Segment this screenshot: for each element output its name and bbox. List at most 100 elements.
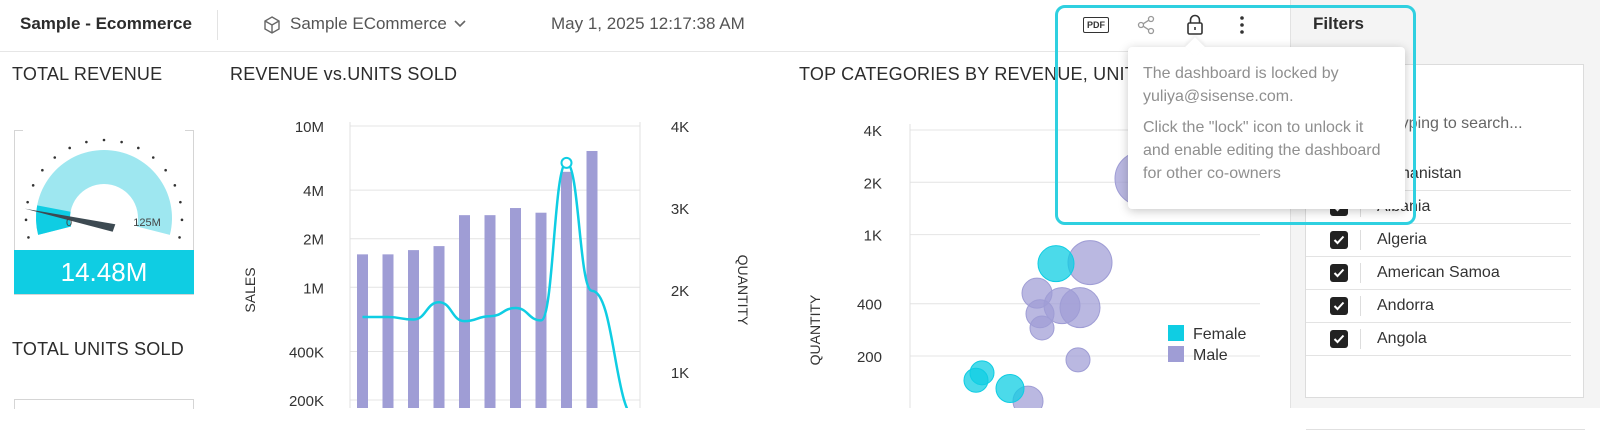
gauge-tick <box>41 168 44 172</box>
total-revenue-value: 14.48M <box>14 250 194 294</box>
legend-label: Female <box>1193 326 1246 343</box>
chevron-down-icon[interactable] <box>453 19 467 29</box>
gauge-tick <box>164 168 167 172</box>
total-revenue-widget <box>14 130 194 295</box>
tooltip-locked-text: The dashboard is locked by yuliya@sisens… <box>1143 65 1339 105</box>
filter-item[interactable]: American Samoa <box>1306 257 1571 290</box>
checkbox-checked-icon[interactable] <box>1330 264 1348 282</box>
cube-icon <box>264 16 280 34</box>
total-units-widget <box>14 399 194 409</box>
filter-item[interactable]: Algeria <box>1306 224 1571 257</box>
gauge-tick <box>102 138 106 142</box>
tooltip-unlock-hint: Click the "lock" icon to unlock it and e… <box>1143 119 1381 182</box>
gauge-tick <box>173 184 177 187</box>
item-divider <box>1360 329 1361 349</box>
y-tick-label: 2K <box>864 175 882 192</box>
filter-item[interactable]: Angola <box>1306 323 1571 356</box>
y2-tick-label: 3K <box>671 201 689 218</box>
y-axis-label: QUANTITY <box>807 294 823 365</box>
lock-button[interactable] <box>1181 12 1209 38</box>
checkbox-checked-icon[interactable] <box>1330 297 1348 315</box>
share-icon <box>1137 15 1155 35</box>
bubble-point <box>1065 347 1091 373</box>
bar <box>586 150 598 408</box>
y-axis-label: SALES <box>242 267 258 312</box>
filter-item-label: Andorra <box>1377 297 1434 314</box>
y-tick-label: 4K <box>864 123 882 140</box>
bar <box>357 254 368 408</box>
bar <box>484 215 496 408</box>
total-revenue-title: TOTAL REVENUE <box>12 64 163 84</box>
gauge-tick <box>68 146 71 150</box>
quantity-line <box>362 161 629 408</box>
pdf-icon: PDF <box>1083 17 1109 33</box>
share-button[interactable] <box>1132 12 1160 38</box>
bar <box>561 171 572 408</box>
gauge-tick <box>26 200 29 204</box>
gauge-tick <box>27 236 30 239</box>
bar <box>433 246 445 408</box>
y-tick-label: 1K <box>864 228 882 245</box>
y-tick-label: 400 <box>857 297 882 314</box>
y2-tick-label: 4K <box>671 119 689 136</box>
filter-item-label: Algeria <box>1377 231 1427 248</box>
item-divider <box>1360 296 1361 316</box>
gauge-needle <box>24 208 116 232</box>
bar <box>535 212 547 408</box>
lock-tooltip: The dashboard is locked by yuliya@sisens… <box>1128 47 1405 209</box>
gauge-min-label: 0 <box>66 217 72 229</box>
dashboard-title: Sample - Ecommerce <box>20 14 192 33</box>
checkbox-checked-icon[interactable] <box>1330 330 1348 348</box>
bubble-point <box>1059 287 1101 329</box>
datasource-selector[interactable]: Sample ECommerce <box>290 14 447 33</box>
lock-icon <box>1187 14 1203 35</box>
bubble-point <box>1067 240 1113 286</box>
last-updated-timestamp: May 1, 2025 12:17:38 AM <box>551 14 745 33</box>
filter-item[interactable]: Andorra <box>1306 290 1571 323</box>
y2-axis-label: QUANTITY <box>735 255 751 326</box>
kebab-menu-icon <box>1240 16 1244 34</box>
y-tick-label: 2M <box>303 232 324 249</box>
gauge-tick <box>85 140 88 144</box>
legend-swatch <box>1168 325 1184 341</box>
checkbox-checked-icon[interactable] <box>1330 231 1348 249</box>
pdf-export-button[interactable]: PDF <box>1082 12 1110 38</box>
filter-item-label: American Samoa <box>1377 264 1500 281</box>
y-tick-label: 400K <box>289 344 324 361</box>
revenue-gauge: 0 125M <box>24 138 184 239</box>
total-units-title: TOTAL UNITS SOLD <box>12 339 184 359</box>
bubble-point <box>995 373 1025 403</box>
y2-tick-label: 1K <box>671 365 689 382</box>
y-tick-label: 200 <box>857 349 882 366</box>
gauge-tick <box>24 218 28 222</box>
gauge-tick <box>180 218 184 222</box>
legend-label: Male <box>1193 347 1228 364</box>
item-divider <box>1360 230 1361 250</box>
quantity-marker <box>560 156 573 169</box>
gauge-max-label: 125M <box>133 217 161 229</box>
bar <box>408 250 419 408</box>
bubble-point <box>1037 245 1075 283</box>
filters-title: Filters <box>1313 14 1365 33</box>
bubble-point <box>1029 315 1055 341</box>
gauge-tick <box>137 146 140 150</box>
y-tick-label: 10M <box>295 119 324 136</box>
filter-item-label: Angola <box>1377 330 1427 347</box>
revenue-units-chart: 10M 4M 2M 1M 400K 200K 4K 3K 2K 1K SALES QUANTITY <box>242 119 751 408</box>
gauge-tick <box>31 184 35 187</box>
top-categories-title: TOP CATEGORIES BY REVENUE, UNITS <box>799 64 1149 84</box>
header-divider <box>217 10 218 40</box>
bar <box>382 254 394 408</box>
more-options-button[interactable] <box>1228 12 1256 38</box>
gauge-tick <box>53 156 57 159</box>
gauge-tick <box>178 236 181 239</box>
bar <box>459 215 470 408</box>
gauge-tick <box>151 156 155 159</box>
y2-tick-label: 2K <box>671 283 689 300</box>
revenue-units-title: REVENUE vs.UNITS SOLD <box>230 64 458 84</box>
bubble-point <box>963 367 989 393</box>
dashboard-header: Sample - Ecommerce Sample ECommerce May … <box>0 0 1290 52</box>
y-tick-label: 200K <box>289 393 324 408</box>
legend-swatch <box>1168 346 1184 362</box>
gauge-tick <box>120 140 123 144</box>
